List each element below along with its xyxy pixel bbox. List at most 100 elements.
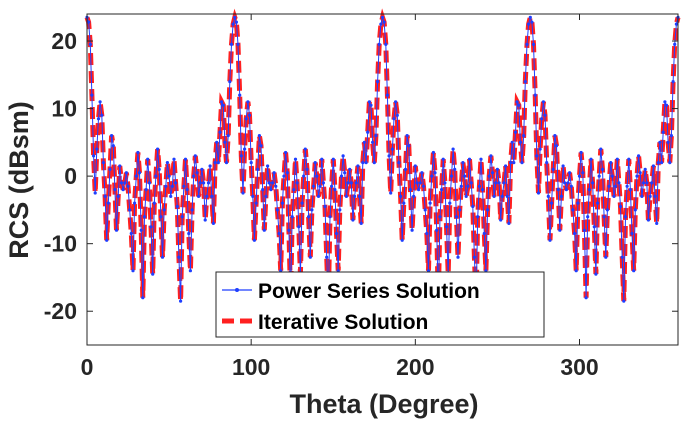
power-series-point: [133, 201, 137, 205]
power-series-point: [300, 201, 304, 205]
power-series-point: [384, 42, 388, 47]
power-series-point: [131, 269, 135, 273]
power-series-point: [415, 181, 419, 185]
power-series-point: [254, 201, 258, 205]
power-series-point: [527, 22, 531, 26]
power-series-point: [533, 93, 537, 97]
power-series-point: [164, 184, 168, 188]
power-series-point: [206, 181, 211, 185]
power-series-point: [200, 167, 204, 171]
power-series-point: [650, 181, 654, 185]
power-series-point: [162, 208, 166, 212]
power-series-point: [518, 140, 523, 144]
power-series-point: [536, 191, 541, 195]
power-series-point: [648, 194, 652, 198]
x-tick-label: 200: [396, 354, 434, 380]
power-series-point: [495, 167, 499, 171]
power-series-point: [390, 147, 394, 151]
power-series-point: [333, 188, 337, 192]
power-series-point: [459, 184, 463, 188]
power-series-point: [374, 134, 378, 138]
power-series-point: [623, 215, 628, 219]
power-series-point: [463, 174, 467, 178]
power-series-point: [228, 80, 232, 84]
power-series-point: [293, 157, 298, 161]
power-series-point: [430, 174, 434, 178]
power-series-point: [187, 231, 191, 236]
power-series-point: [354, 181, 358, 185]
power-series-point: [218, 130, 222, 134]
power-series-point: [172, 157, 176, 161]
power-series-point: [550, 201, 554, 205]
power-series-point: [453, 167, 457, 171]
power-series-point: [348, 167, 352, 171]
power-series-point: [615, 157, 619, 161]
power-series-point: [134, 174, 138, 178]
power-series-point: [249, 161, 253, 165]
power-series-point: [341, 154, 345, 158]
power-series-point: [407, 144, 411, 148]
series-iterative-solution: [84, 8, 681, 302]
power-series-point: [211, 221, 215, 225]
power-series-point: [266, 164, 270, 168]
power-series-point: [284, 150, 288, 155]
power-series-point: [548, 238, 552, 242]
power-series-point: [364, 161, 368, 165]
power-series-point: [167, 174, 171, 178]
power-series-point: [602, 215, 606, 219]
power-series-point: [403, 167, 408, 171]
power-series-point: [105, 238, 109, 242]
power-series-point: [369, 103, 373, 107]
power-series-point: [382, 20, 386, 24]
power-series-point: [438, 215, 442, 219]
power-series-point: [628, 188, 633, 192]
power-series-point: [356, 164, 360, 168]
power-series-point: [522, 134, 526, 138]
power-series-point: [481, 188, 485, 192]
power-series-point: [157, 167, 161, 171]
power-series-point: [87, 20, 91, 24]
power-series-point: [540, 117, 544, 121]
power-series-point: [612, 194, 616, 198]
power-series-point: [244, 117, 248, 121]
power-series-point: [477, 184, 481, 188]
power-series-point: [594, 272, 598, 276]
power-series-point: [285, 171, 289, 175]
power-series-point: [502, 181, 506, 185]
power-series-point: [643, 167, 647, 171]
power-series-point: [505, 194, 509, 198]
power-series-point: [471, 204, 475, 209]
power-series-point: [151, 272, 155, 276]
power-series-point: [239, 154, 243, 158]
power-series-point: [625, 184, 629, 188]
power-series-point: [513, 130, 518, 134]
power-series-point: [377, 42, 381, 47]
power-series-point: [136, 150, 140, 155]
power-series-point: [461, 161, 465, 165]
power-series-point: [671, 80, 675, 84]
power-series-point: [402, 201, 406, 205]
power-series-point: [321, 181, 325, 185]
power-series-point: [627, 157, 631, 161]
power-series-point: [126, 184, 130, 188]
power-series-point: [559, 194, 564, 198]
power-series-point: [645, 181, 649, 185]
power-series-point: [554, 144, 559, 148]
power-series-point: [129, 231, 133, 236]
power-series-point: [486, 208, 490, 212]
power-series-point: [275, 208, 279, 212]
power-series-point: [100, 113, 104, 117]
power-series-point: [435, 228, 439, 232]
power-series-point: [610, 174, 614, 178]
power-series-point: [661, 130, 665, 134]
power-series-point: [170, 184, 174, 188]
power-series-point: [617, 181, 621, 185]
power-series-point: [116, 194, 120, 198]
power-series-point: [259, 144, 263, 148]
power-series-point: [323, 204, 327, 209]
power-series-point: [571, 208, 575, 212]
power-series-point: [331, 157, 335, 161]
power-series-point: [569, 184, 573, 188]
power-series-point: [494, 181, 498, 185]
power-series-point: [633, 208, 637, 212]
